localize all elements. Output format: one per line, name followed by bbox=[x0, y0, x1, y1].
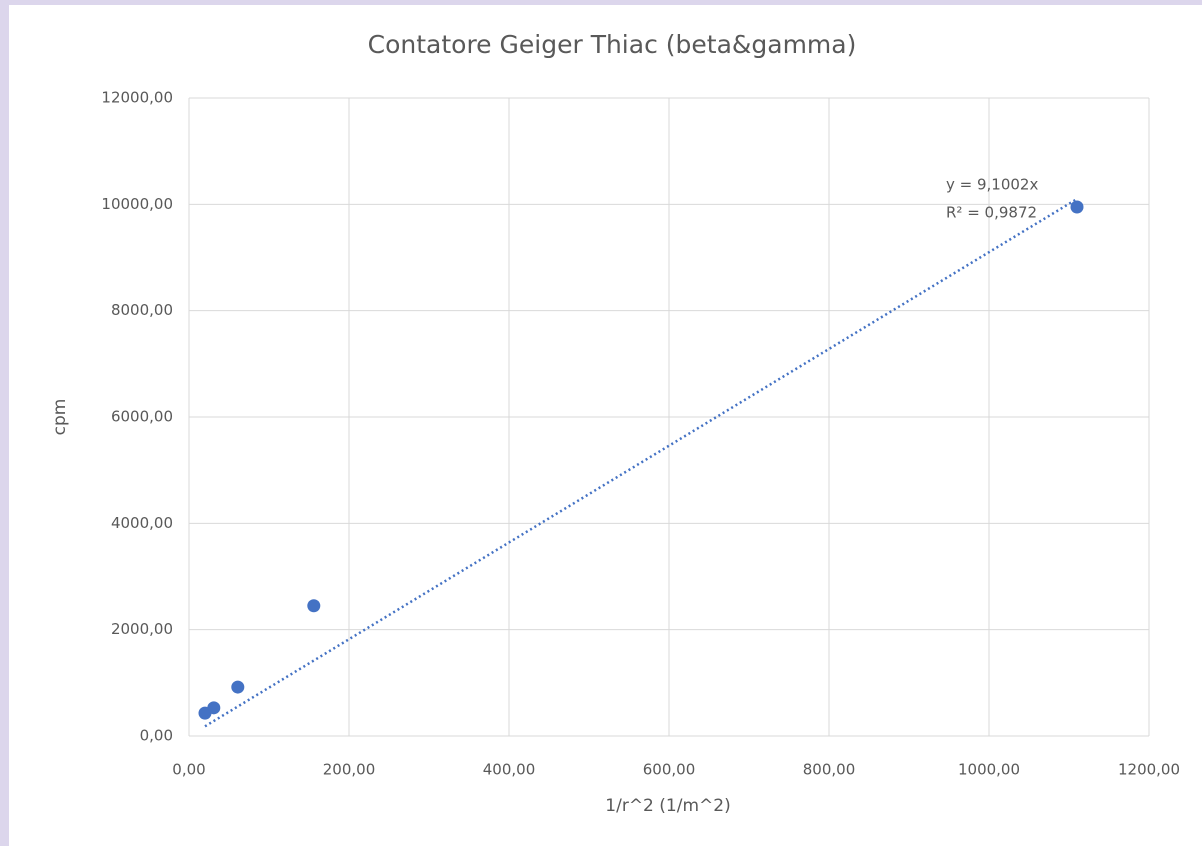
y-tick-label: 12000,00 bbox=[101, 89, 173, 107]
chart-title: Contatore Geiger Thiac (beta&gamma) bbox=[368, 30, 857, 59]
trendline bbox=[204, 197, 1078, 728]
x-tick-label: 200,00 bbox=[323, 761, 376, 779]
x-tick-label: 0,00 bbox=[172, 761, 205, 779]
y-tick-label: 8000,00 bbox=[111, 301, 173, 319]
data-point bbox=[207, 701, 221, 715]
data-point bbox=[307, 599, 321, 613]
x-tick-label: 400,00 bbox=[483, 761, 536, 779]
x-axis-label: 1/r^2 (1/m^2) bbox=[605, 796, 730, 816]
y-tick-label: 0,00 bbox=[140, 727, 173, 745]
x-tick-label: 800,00 bbox=[803, 761, 856, 779]
data-point bbox=[1070, 200, 1084, 214]
y-tick-label: 6000,00 bbox=[111, 408, 173, 426]
trendline-r-squared: R² = 0,9872 bbox=[946, 204, 1037, 222]
y-tick-label: 10000,00 bbox=[101, 195, 173, 213]
y-tick-label: 2000,00 bbox=[111, 620, 173, 638]
x-tick-label: 1200,00 bbox=[1118, 761, 1180, 779]
y-tick-label: 4000,00 bbox=[111, 514, 173, 532]
data-point bbox=[231, 680, 245, 694]
trendline-equation: y = 9,1002x bbox=[946, 176, 1038, 194]
chart: Contatore Geiger Thiac (beta&gamma) 1/r^… bbox=[9, 5, 1202, 846]
x-tick-label: 1000,00 bbox=[958, 761, 1020, 779]
y-axis-label: cpm bbox=[50, 399, 70, 436]
x-tick-label: 600,00 bbox=[643, 761, 696, 779]
